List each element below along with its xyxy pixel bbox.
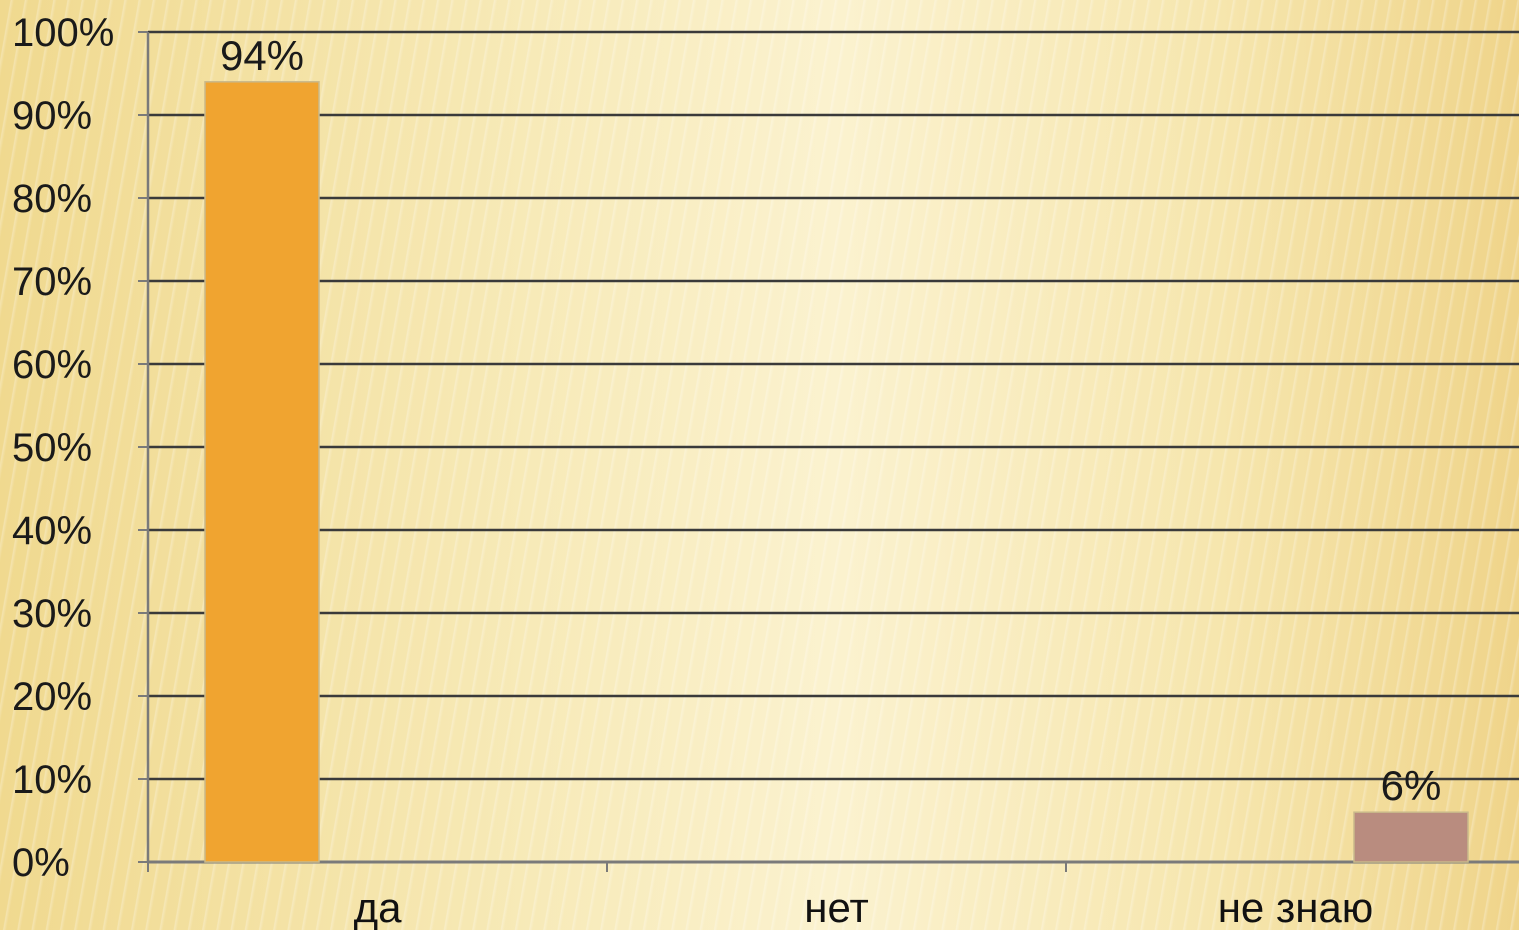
bars xyxy=(204,81,1469,863)
axes xyxy=(138,31,1519,872)
gridlines xyxy=(148,30,1519,781)
data-label: 94% xyxy=(220,32,304,79)
x-category-label: не знаю xyxy=(1218,884,1374,930)
x-category-label: нет xyxy=(804,884,868,930)
data-labels: 94% 6% xyxy=(220,32,1441,809)
bar-0 xyxy=(204,81,320,863)
y-tick-label: 0% xyxy=(12,841,70,885)
y-tick-label: 60% xyxy=(12,343,92,387)
y-tick-label: 90% xyxy=(12,94,92,138)
y-tick-label: 80% xyxy=(12,177,92,221)
y-tick-label: 70% xyxy=(12,260,92,304)
y-tick-label: 20% xyxy=(12,675,92,719)
y-tick-label: 10% xyxy=(12,758,92,802)
y-axis-tick-labels: 0% 10% 20% 30% 40% 50% 60% 70% 80% 90% 100% xyxy=(12,11,114,885)
data-label: 6% xyxy=(1381,762,1442,809)
y-tick-label: 100% xyxy=(12,11,114,55)
y-tick-label: 40% xyxy=(12,509,92,553)
bar-2 xyxy=(1353,811,1469,863)
x-category-label: да xyxy=(354,884,403,930)
x-axis-category-labels: да нет не знаю xyxy=(354,884,1374,930)
y-tick-label: 30% xyxy=(12,592,92,636)
y-tick-label: 50% xyxy=(12,426,92,470)
